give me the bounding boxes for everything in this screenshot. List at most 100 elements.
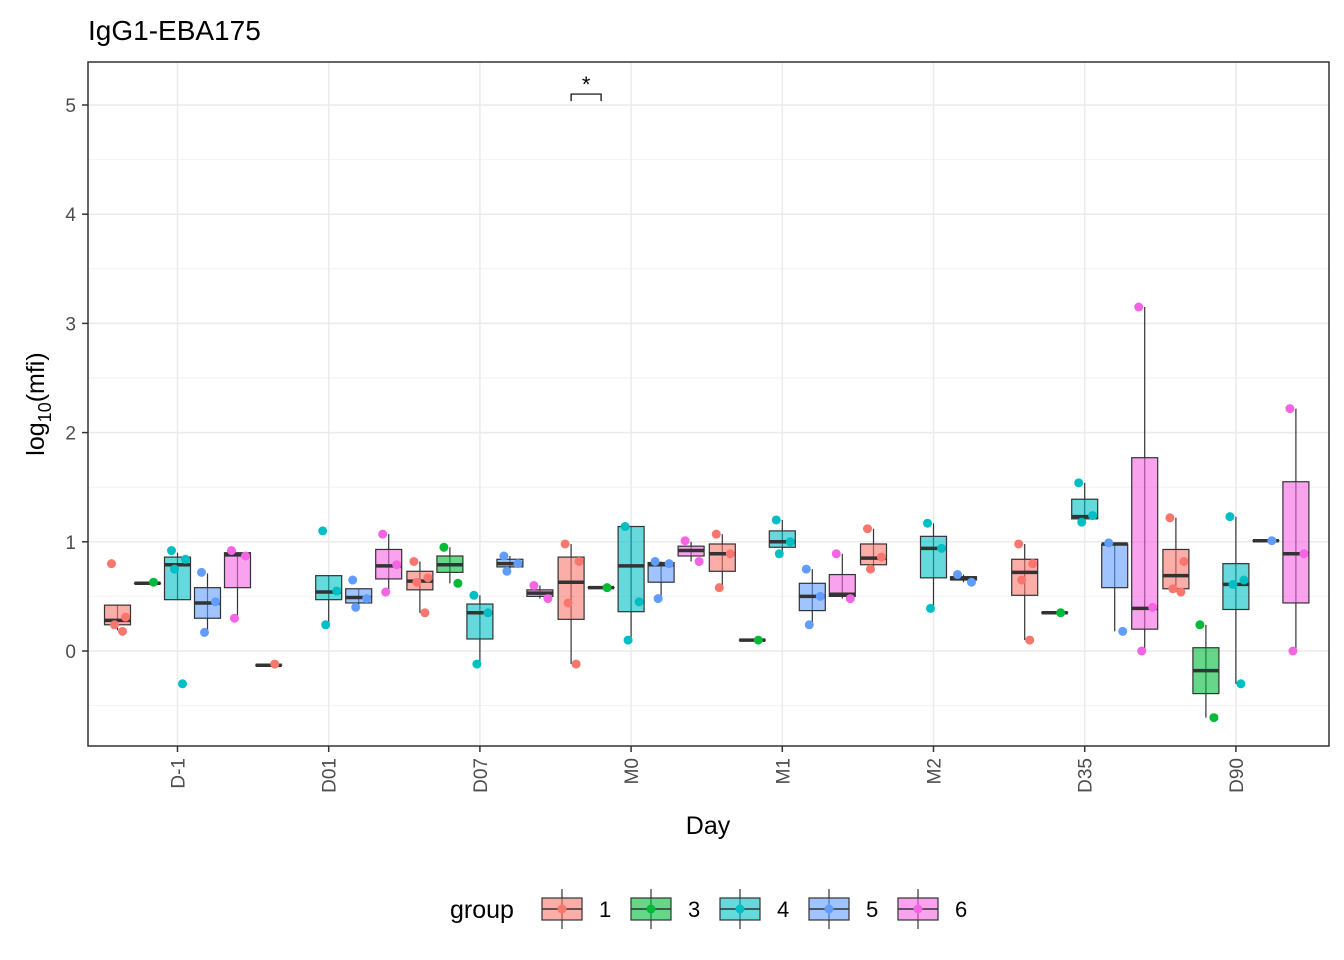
box-group-6-D07 bbox=[526, 580, 554, 604]
box-body bbox=[1222, 563, 1250, 611]
box-body bbox=[828, 573, 856, 597]
data-point bbox=[785, 537, 795, 547]
box-body bbox=[1101, 543, 1129, 589]
y-axis-title-subscript: 10 bbox=[35, 402, 55, 422]
data-point bbox=[1148, 602, 1158, 612]
x-tick-label: D90 bbox=[1227, 758, 1248, 793]
legend-label: 4 bbox=[777, 897, 789, 922]
data-point bbox=[1017, 575, 1027, 585]
data-point bbox=[241, 551, 250, 561]
data-point bbox=[1028, 559, 1038, 569]
legend-key-1: 1 bbox=[541, 889, 611, 929]
box-group-5-D-1 bbox=[193, 567, 222, 637]
data-point bbox=[469, 590, 479, 600]
legend-key-point bbox=[913, 904, 923, 914]
boxes bbox=[103, 302, 1310, 723]
y-axis-title-argument: (mfi) bbox=[22, 352, 50, 402]
data-point bbox=[714, 583, 724, 593]
legend-key-5: 5 bbox=[808, 889, 878, 929]
box-group-5-M2 bbox=[949, 570, 978, 587]
data-point bbox=[1165, 513, 1175, 523]
box-group-4-D35 bbox=[1071, 478, 1099, 527]
data-point bbox=[1104, 538, 1114, 548]
data-point bbox=[227, 546, 236, 556]
legend: group 1 3 4 5 6 bbox=[450, 889, 967, 929]
grid bbox=[88, 62, 1329, 746]
x-tick-label: D07 bbox=[471, 758, 492, 793]
x-axis: D-1 D01 D07 M0 M1 M2 D35 D90 bbox=[169, 746, 1248, 793]
legend-key-point bbox=[646, 904, 656, 914]
box-group-4-M1 bbox=[768, 515, 796, 559]
x-tick-label: D35 bbox=[1076, 758, 1097, 793]
data-point bbox=[409, 556, 419, 566]
data-point bbox=[502, 566, 512, 576]
data-point bbox=[953, 570, 962, 580]
data-point bbox=[1285, 404, 1295, 414]
data-point bbox=[574, 556, 584, 566]
data-point bbox=[620, 522, 630, 532]
data-point bbox=[1236, 679, 1246, 689]
data-point bbox=[118, 626, 127, 636]
box-group-3-M0 bbox=[587, 583, 615, 593]
data-point bbox=[423, 573, 433, 583]
data-point bbox=[110, 620, 119, 630]
data-point bbox=[1134, 302, 1144, 312]
data-point bbox=[753, 635, 763, 645]
data-point bbox=[107, 559, 116, 569]
data-point bbox=[1014, 539, 1024, 549]
legend-label: 3 bbox=[688, 897, 700, 922]
box-group-5-D35 bbox=[1101, 538, 1129, 636]
data-point bbox=[571, 659, 581, 669]
data-point bbox=[623, 635, 633, 645]
data-point bbox=[815, 591, 825, 601]
data-point bbox=[439, 542, 449, 552]
box-group-5-M1 bbox=[798, 564, 826, 630]
x-tick-label: M2 bbox=[925, 758, 946, 784]
y-tick-label: 2 bbox=[65, 424, 76, 445]
y-tick-label: 3 bbox=[65, 314, 76, 335]
data-point bbox=[472, 659, 482, 669]
data-point bbox=[1074, 478, 1084, 488]
data-point bbox=[412, 577, 422, 587]
box-group-6-D01 bbox=[375, 529, 403, 597]
box-group-6-M1 bbox=[828, 549, 856, 604]
box-group-1-D35 bbox=[1011, 539, 1039, 645]
data-point bbox=[877, 552, 886, 562]
legend-key-6: 6 bbox=[897, 889, 967, 929]
data-point bbox=[1179, 556, 1189, 566]
data-point bbox=[529, 580, 539, 590]
x-tick-label: M1 bbox=[773, 758, 794, 784]
data-point bbox=[348, 575, 358, 585]
data-point bbox=[1168, 584, 1178, 594]
data-point bbox=[664, 559, 674, 569]
data-point bbox=[653, 594, 663, 604]
data-point bbox=[453, 578, 463, 588]
box-body bbox=[557, 556, 585, 620]
data-point bbox=[378, 529, 388, 539]
significance-label: * bbox=[582, 72, 591, 97]
data-point bbox=[1299, 549, 1309, 559]
legend-key-point bbox=[735, 904, 745, 914]
data-point bbox=[499, 551, 509, 561]
data-point bbox=[926, 603, 935, 613]
box-group-3-D-1 bbox=[133, 577, 162, 587]
panel-border bbox=[87, 61, 1330, 747]
data-point bbox=[634, 597, 644, 607]
data-point bbox=[321, 620, 331, 630]
data-point bbox=[845, 594, 855, 604]
box-group-1-M0 bbox=[557, 539, 585, 669]
legend-label: 1 bbox=[599, 897, 611, 922]
box-group-1-D-1 bbox=[103, 559, 132, 636]
data-point bbox=[270, 659, 280, 669]
data-point bbox=[602, 583, 612, 593]
y-axis-title: log10(mfi) bbox=[22, 352, 55, 455]
box-group-4-M2 bbox=[919, 518, 948, 613]
data-point bbox=[1225, 512, 1235, 522]
data-point bbox=[1137, 646, 1147, 656]
box-group-1-M2 bbox=[859, 524, 888, 574]
data-point bbox=[771, 515, 781, 525]
legend-label: 5 bbox=[866, 897, 878, 922]
data-point bbox=[1195, 620, 1205, 630]
y-axis-title-base: log bbox=[22, 422, 50, 455]
